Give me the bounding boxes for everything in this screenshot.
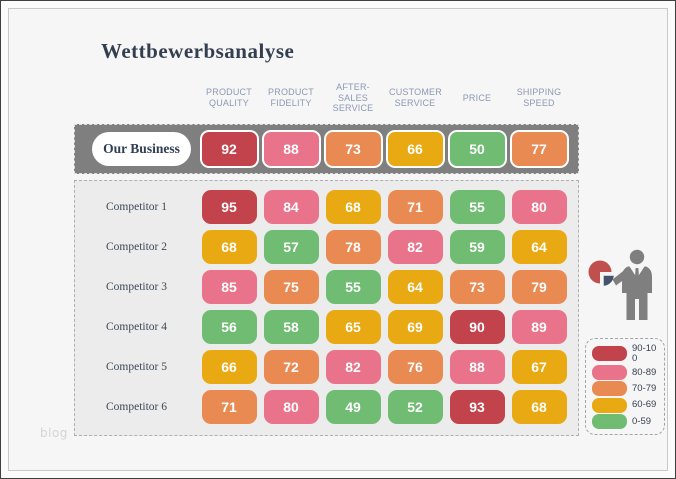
score-badge: 66 <box>385 130 445 168</box>
competitor-badges: 85 75 55 64 73 79 <box>198 270 570 304</box>
column-headers: PRODUCT QUALITY PRODUCT FIDELITY AFTER-SAL… <box>198 77 570 119</box>
competitor-badges: 68 57 78 82 59 64 <box>198 230 570 264</box>
competitor-badges: 71 80 49 52 93 68 <box>198 390 570 424</box>
score-badge: 72 <box>263 350 319 384</box>
our-business-row: Our Business 92 88 73 66 50 77 <box>74 124 579 174</box>
score-badge: 90 <box>449 310 505 344</box>
column-header-text: AFTER-SALES SERVICE <box>332 81 374 114</box>
column-header-text: PRODUCT FIDELITY <box>268 87 314 108</box>
column-header-text: PRICE <box>462 92 492 103</box>
column-header: PRODUCT FIDELITY <box>260 77 322 119</box>
analyst-pie-icon <box>588 249 652 320</box>
competitor-row: Competitor 3 85 75 55 64 73 79 <box>75 267 578 307</box>
legend-label: 80-89 <box>632 366 657 378</box>
legend-swatch <box>592 414 627 429</box>
column-header: PRICE <box>446 77 508 119</box>
score-badge: 67 <box>511 350 567 384</box>
score-badge: 88 <box>261 130 321 168</box>
score-badge: 68 <box>511 390 567 424</box>
legend-label: 70-79 <box>632 382 657 394</box>
score-badge: 55 <box>449 190 505 224</box>
score-badge: 71 <box>201 390 257 424</box>
score-badge: 85 <box>201 270 257 304</box>
score-badge: 59 <box>449 230 505 264</box>
page-title: Wettbewerbsanalyse <box>101 39 295 63</box>
score-badge: 65 <box>325 310 381 344</box>
score-badge: 55 <box>325 270 381 304</box>
competitor-label: Competitor 3 <box>105 281 167 293</box>
score-badge: 80 <box>511 190 567 224</box>
score-badge: 92 <box>199 130 259 168</box>
column-header: AFTER-SALES SERVICE <box>322 77 384 119</box>
legend-item: 60-69 <box>592 397 660 413</box>
legend-item: 90-100 <box>592 344 660 364</box>
legend: 90-100 80-89 70-79 60-69 0-59 <box>585 338 665 435</box>
our-business-label: Our Business <box>92 132 191 166</box>
score-badge: 58 <box>263 310 319 344</box>
score-badge: 78 <box>325 230 381 264</box>
legend-item: 0-59 <box>592 414 660 429</box>
competitor-badges: 56 58 65 69 90 89 <box>198 310 570 344</box>
our-business-badges: 92 88 73 66 50 77 <box>198 125 570 173</box>
competitor-row: Competitor 4 56 58 65 69 90 89 <box>75 307 578 347</box>
watermark: blog <box>40 426 68 440</box>
competitor-row: Competitor 6 71 80 49 52 93 68 <box>75 387 578 427</box>
score-badge: 80 <box>263 390 319 424</box>
competitors-panel: Competitor 1 95 84 68 71 55 80 Competitor 2 68 57… <box>74 180 579 436</box>
score-badge: 95 <box>201 190 257 224</box>
score-badge: 69 <box>387 310 443 344</box>
competitor-label: Competitor 2 <box>105 241 167 253</box>
score-badge: 71 <box>387 190 443 224</box>
score-badge: 89 <box>511 310 567 344</box>
legend-label: 90-100 <box>632 343 657 364</box>
score-badge: 64 <box>387 270 443 304</box>
score-badge: 79 <box>511 270 567 304</box>
score-badge: 66 <box>201 350 257 384</box>
score-badge: 68 <box>325 190 381 224</box>
score-badge: 82 <box>387 230 443 264</box>
score-badge: 49 <box>325 390 381 424</box>
score-badge: 57 <box>263 230 319 264</box>
competitor-label: Competitor 6 <box>105 401 167 413</box>
chart-canvas: Wettbewerbsanalyse PRODUCT QUALITY PRODUC… <box>8 8 668 471</box>
competitor-label: Competitor 5 <box>105 361 167 373</box>
legend-swatch <box>592 365 627 381</box>
score-badge: 52 <box>387 390 443 424</box>
competitor-label: Competitor 4 <box>105 321 167 333</box>
legend-label: 60-69 <box>632 399 657 411</box>
legend-swatch <box>592 381 627 397</box>
competitor-row: Competitor 1 95 84 68 71 55 80 <box>75 187 578 227</box>
competitor-badges: 66 72 82 76 88 67 <box>198 350 570 384</box>
score-badge: 76 <box>387 350 443 384</box>
score-badge: 77 <box>509 130 569 168</box>
column-header: PRODUCT QUALITY <box>198 77 260 119</box>
score-badge: 73 <box>449 270 505 304</box>
score-badge: 84 <box>263 190 319 224</box>
score-badge: 75 <box>263 270 319 304</box>
legend-item: 80-89 <box>592 365 660 381</box>
competitor-row: Competitor 2 68 57 78 82 59 64 <box>75 227 578 267</box>
legend-item: 70-79 <box>592 381 660 397</box>
score-badge: 82 <box>325 350 381 384</box>
score-badge: 73 <box>323 130 383 168</box>
score-badge: 88 <box>449 350 505 384</box>
column-header-text: CUSTOMER SERVICE <box>389 87 442 108</box>
column-header-text: SHIPPING SPEED <box>516 87 562 108</box>
column-header: SHIPPING SPEED <box>508 77 570 119</box>
column-header: CUSTOMER SERVICE <box>384 77 446 119</box>
competitor-badges: 95 84 68 71 55 80 <box>198 190 570 224</box>
legend-swatch <box>592 346 627 362</box>
legend-label: 0-59 <box>632 415 652 427</box>
score-badge: 64 <box>511 230 567 264</box>
score-badge: 93 <box>449 390 505 424</box>
score-badge: 50 <box>447 130 507 168</box>
score-badge: 68 <box>201 230 257 264</box>
legend-swatch <box>592 397 627 413</box>
competitor-row: Competitor 5 66 72 82 76 88 67 <box>75 347 578 387</box>
score-badge: 56 <box>201 310 257 344</box>
competitor-label: Competitor 1 <box>105 201 167 213</box>
column-header-text: PRODUCT QUALITY <box>206 87 252 108</box>
